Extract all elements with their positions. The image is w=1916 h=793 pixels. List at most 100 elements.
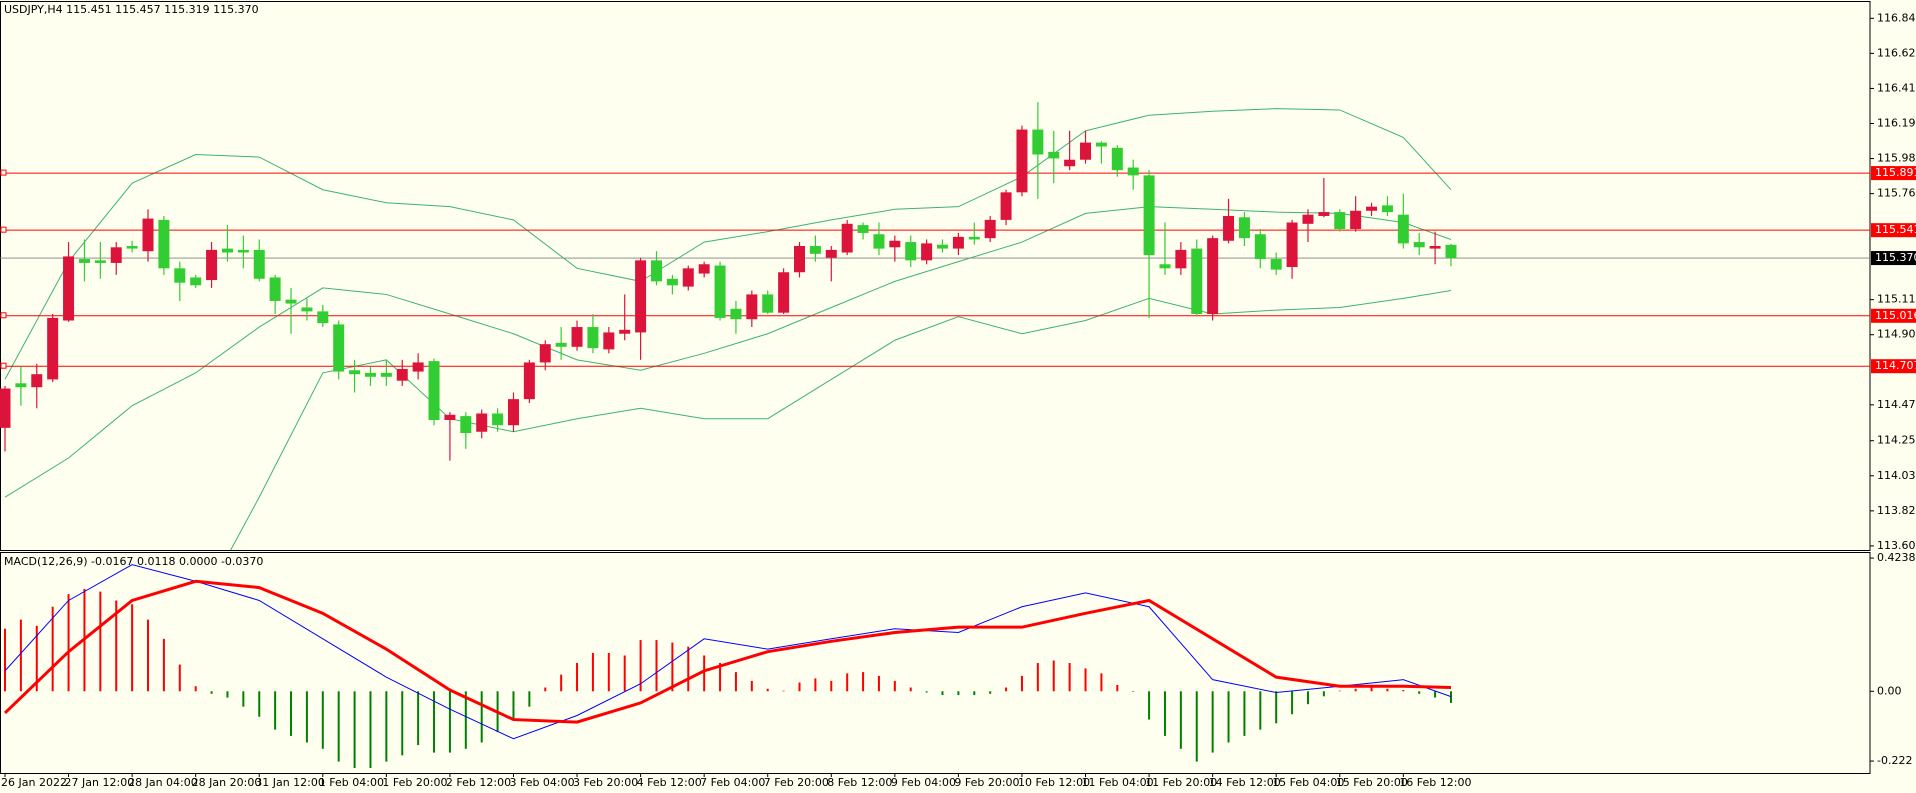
candle-body bbox=[635, 260, 647, 333]
candle-body bbox=[682, 268, 694, 287]
candle-body bbox=[857, 225, 869, 233]
candle-body bbox=[1302, 214, 1314, 224]
x-tick-label: 2 Feb 12:00 bbox=[446, 776, 511, 789]
main-plot bbox=[0, 102, 1870, 550]
candle-body bbox=[364, 372, 376, 377]
x-tick-label: 1 Feb 04:00 bbox=[319, 776, 384, 789]
y-tick-label: 115.980 bbox=[1877, 152, 1916, 165]
candle-body bbox=[476, 413, 488, 432]
current-price-box bbox=[1871, 251, 1916, 266]
candle-body bbox=[794, 245, 805, 273]
x-tick-label: 11 Feb 04:00 bbox=[1082, 776, 1154, 789]
candle-body bbox=[174, 268, 186, 283]
level-marker bbox=[0, 226, 7, 233]
candle-body bbox=[841, 223, 853, 253]
candle-body bbox=[396, 368, 408, 381]
bollinger-band bbox=[4, 206, 1452, 498]
x-tick-label: 9 Feb 04:00 bbox=[891, 776, 956, 789]
y-tick-label: 116.840 bbox=[1877, 11, 1916, 24]
candle-body bbox=[1127, 167, 1139, 176]
x-tick-label: 15 Feb 04:00 bbox=[1272, 776, 1344, 789]
candle-body bbox=[1032, 129, 1044, 155]
candle-body bbox=[317, 311, 329, 324]
level-box bbox=[1871, 308, 1916, 323]
candle-body bbox=[1064, 159, 1076, 167]
x-tick-label: 28 Jan 20:00 bbox=[192, 776, 262, 789]
candle-body bbox=[1111, 147, 1123, 171]
y-tick-label: 115.115 bbox=[1877, 293, 1916, 306]
candle-body bbox=[1048, 151, 1060, 159]
candle-body bbox=[1016, 129, 1028, 193]
candle-body bbox=[1445, 244, 1457, 259]
candle-body bbox=[1413, 242, 1425, 248]
candle-body bbox=[603, 332, 615, 350]
x-tick-label: 3 Feb 20:00 bbox=[573, 776, 638, 789]
y-tick-label: 114.900 bbox=[1877, 328, 1916, 341]
main-panel-frame bbox=[0, 1, 1871, 551]
bollinger-band bbox=[4, 108, 1452, 380]
y-tick-label: 114.470 bbox=[1877, 398, 1916, 411]
candle-body bbox=[650, 260, 662, 282]
candle-body bbox=[1286, 222, 1298, 268]
y-tick-label: 114.035 bbox=[1877, 469, 1916, 482]
candle-body bbox=[921, 243, 933, 261]
level-box bbox=[1871, 223, 1916, 238]
x-tick-label: 7 Feb 20:00 bbox=[764, 776, 829, 789]
candle-body bbox=[968, 236, 980, 240]
candle-body bbox=[253, 249, 265, 279]
candle-body bbox=[905, 242, 917, 261]
y-tick-label: 114.250 bbox=[1877, 434, 1916, 447]
candle-body bbox=[1270, 259, 1282, 270]
chart-title: USDJPY,H4 115.451 115.457 115.319 115.37… bbox=[4, 3, 259, 16]
macd-title: MACD(12,26,9) -0.0167 0.0118 0.0000 -0.0… bbox=[4, 555, 263, 568]
candle-body bbox=[0, 388, 11, 428]
candle-body bbox=[1223, 215, 1235, 241]
candle-body bbox=[142, 218, 154, 252]
candle-body bbox=[746, 294, 758, 320]
candle-body bbox=[269, 277, 281, 301]
candle-body bbox=[158, 219, 170, 269]
candle-body bbox=[1238, 217, 1250, 239]
candle-body bbox=[47, 317, 59, 380]
candle-body bbox=[762, 294, 774, 313]
x-tick-label: 9 Feb 20:00 bbox=[954, 776, 1019, 789]
bollinger-band bbox=[230, 290, 1452, 550]
candle-body bbox=[444, 414, 456, 421]
y-tick-label: 116.410 bbox=[1877, 81, 1916, 94]
candle-body bbox=[507, 399, 519, 426]
candle-body bbox=[1175, 249, 1187, 269]
candle-body bbox=[221, 248, 233, 253]
candle-body bbox=[380, 372, 392, 377]
current-price-label: 115.370 bbox=[1875, 251, 1916, 264]
candle-body bbox=[619, 329, 631, 334]
candle-body bbox=[555, 342, 567, 347]
level-label: 115.016 bbox=[1875, 309, 1916, 322]
candle-body bbox=[94, 260, 106, 263]
candle-body bbox=[1191, 248, 1203, 315]
candle-body bbox=[428, 361, 440, 421]
level-marker bbox=[0, 169, 7, 176]
y-tick-label: 116.625 bbox=[1877, 46, 1916, 59]
candle-body bbox=[237, 249, 249, 253]
y-tick-label: -0.222 bbox=[1877, 754, 1912, 767]
candle-body bbox=[1366, 206, 1378, 211]
candle-body bbox=[492, 413, 504, 426]
level-box bbox=[1871, 359, 1916, 374]
candle-body bbox=[1429, 245, 1441, 249]
candle-body bbox=[778, 272, 790, 313]
candle-body bbox=[1207, 238, 1219, 315]
x-tick-label: 27 Jan 12:00 bbox=[65, 776, 135, 789]
candle-body bbox=[285, 299, 297, 304]
candle-body bbox=[825, 249, 837, 258]
level-box bbox=[1871, 166, 1916, 181]
level-marker bbox=[0, 362, 7, 369]
y-tick-label: 0.00 bbox=[1877, 684, 1902, 697]
candle-body bbox=[571, 327, 583, 347]
candle-body bbox=[698, 264, 710, 274]
candle-body bbox=[984, 219, 996, 239]
candle-body bbox=[523, 362, 535, 400]
y-tick-label: 115.765 bbox=[1877, 187, 1916, 200]
candle-body bbox=[1254, 234, 1266, 260]
